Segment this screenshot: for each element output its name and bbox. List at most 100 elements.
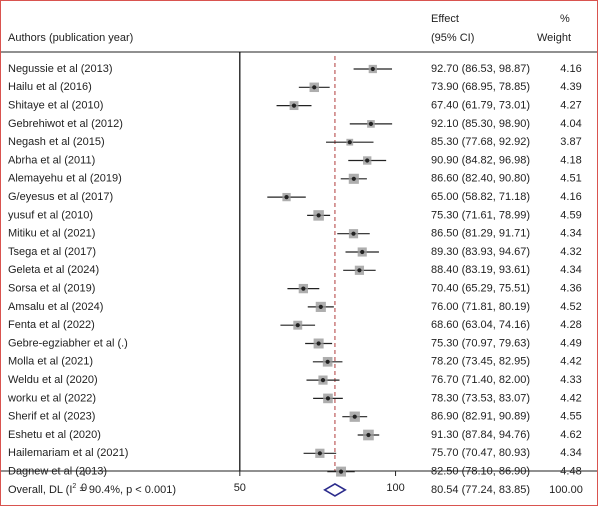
overall-weight: 100.00 [549, 484, 583, 496]
study-ci-text: 73.90 (68.95, 78.85) [431, 81, 530, 93]
study-weight: 4.28 [560, 319, 581, 331]
study-ci-text: 85.30 (77.68, 92.92) [431, 136, 530, 148]
study-point [357, 268, 362, 273]
study-point [316, 213, 321, 218]
study-weight: 4.49 [560, 337, 581, 349]
study-label: G/eyesus et al (2017) [8, 191, 113, 203]
study-label: Negash et al (2015) [8, 136, 105, 148]
study-point [368, 121, 374, 126]
study-point [365, 158, 370, 163]
study-point [347, 140, 352, 145]
study-label: Weldu et al (2020) [8, 374, 98, 386]
study-ci-text: 89.30 (83.93, 94.67) [431, 246, 530, 258]
study-ci-text: 86.90 (82.91, 90.89) [431, 411, 530, 423]
study-point [351, 231, 356, 236]
study-label: Sorsa et al (2019) [8, 283, 95, 295]
effect-header: Effect [431, 13, 459, 25]
ci-header: (95% CI) [431, 32, 475, 44]
study-weight: 4.36 [560, 283, 581, 295]
study-label: Geleta et al (2024) [8, 264, 99, 276]
study-ci-text: 78.20 (73.45, 82.95) [431, 356, 530, 368]
study-ci-text: 70.40 (65.29, 75.51) [431, 283, 530, 295]
study-ci-text: 86.50 (81.29, 91.71) [431, 228, 530, 240]
study-point [317, 451, 322, 456]
study-point [366, 432, 371, 438]
study-label: Sherif et al (2023) [8, 411, 95, 423]
study-label: Molla et al (2021) [8, 356, 93, 368]
study-label: Hailemariam et al (2021) [8, 447, 128, 459]
study-point [325, 359, 330, 364]
study-weight: 4.48 [560, 466, 581, 478]
study-label: Gebrehiwot et al (2012) [8, 118, 123, 130]
study-point [291, 103, 297, 108]
study-point [301, 286, 306, 291]
study-label: Dagnew et al (2013) [8, 466, 107, 478]
study-weight: 4.34 [560, 264, 581, 276]
authors-header: Authors (publication year) [8, 32, 134, 44]
study-weight: 4.18 [560, 154, 581, 166]
percent-header: % [560, 13, 570, 25]
study-weight: 3.87 [560, 136, 581, 148]
study-ci-text: 67.40 (61.79, 73.01) [431, 100, 530, 112]
study-point [370, 66, 375, 72]
study-weight: 4.51 [560, 173, 581, 185]
study-label: yusuf et al (2010) [8, 209, 93, 221]
study-label: Mitiku et al (2021) [8, 228, 95, 240]
study-point [318, 304, 323, 309]
study-label: Gebre-egziabher et al (.) [8, 337, 128, 349]
study-point [351, 176, 356, 181]
study-weight: 4.33 [560, 374, 581, 386]
study-ci-text: 88.40 (83.19, 93.61) [431, 264, 530, 276]
study-weight: 4.55 [560, 411, 581, 423]
study-point [316, 341, 321, 346]
study-weight: 4.34 [560, 228, 581, 240]
study-label: Tsega et al (2017) [8, 246, 96, 258]
study-weight: 4.39 [560, 81, 581, 93]
x-tick-label: 0 [81, 482, 87, 494]
study-weight: 4.34 [560, 447, 581, 459]
study-weight: 4.52 [560, 301, 581, 313]
study-point [360, 249, 365, 255]
study-label: Negussie et al (2013) [8, 63, 113, 75]
study-point [325, 396, 331, 401]
overall-ci-text: 80.54 (77.24, 83.85) [431, 484, 530, 496]
study-ci-text: 75.30 (70.97, 79.63) [431, 337, 530, 349]
study-ci-text: 92.10 (85.30, 98.90) [431, 118, 530, 130]
study-label: Shitaye et al (2010) [8, 100, 103, 112]
study-ci-text: 75.70 (70.47, 80.93) [431, 447, 530, 459]
study-weight: 4.16 [560, 191, 581, 203]
study-ci-text: 75.30 (71.61, 78.99) [431, 209, 530, 221]
study-point [352, 414, 357, 419]
study-point [320, 378, 326, 383]
study-ci-text: 82.50 (78.10, 86.90) [431, 466, 530, 478]
x-tick-label: 50 [234, 482, 246, 494]
study-weight: 4.16 [560, 63, 581, 75]
study-weight: 4.04 [560, 118, 581, 130]
study-weight: 4.62 [560, 429, 581, 441]
study-label: Hailu et al (2016) [8, 81, 92, 93]
study-ci-text: 86.60 (82.40, 90.80) [431, 173, 530, 185]
study-ci-text: 90.90 (84.82, 96.98) [431, 154, 530, 166]
study-ci-text: 68.60 (63.04, 74.16) [431, 319, 530, 331]
study-label: Alemayehu et al (2019) [8, 173, 122, 185]
study-ci-text: 91.30 (87.84, 94.76) [431, 429, 530, 441]
study-ci-text: 92.70 (86.53, 98.87) [431, 63, 530, 75]
study-point [284, 195, 289, 200]
study-label: Abrha et al (2011) [8, 154, 95, 166]
study-ci-text: 65.00 (58.82, 71.18) [431, 191, 530, 203]
study-label: Eshetu et al (2020) [8, 429, 101, 441]
study-point [338, 469, 344, 474]
study-point [312, 85, 317, 90]
study-weight: 4.42 [560, 392, 581, 404]
study-weight: 4.27 [560, 100, 581, 112]
study-ci-text: 76.70 (71.40, 82.00) [431, 374, 530, 386]
study-weight: 4.59 [560, 209, 581, 221]
study-ci-text: 78.30 (73.53, 83.07) [431, 392, 530, 404]
overall-diamond [323, 482, 347, 497]
overall-label: Overall, DL (I2 = 90.4%, p < 0.001) [8, 483, 176, 496]
study-label: Amsalu et al (2024) [8, 301, 103, 313]
x-tick-label: 100 [386, 482, 404, 494]
weight-header: Weight [537, 32, 572, 44]
